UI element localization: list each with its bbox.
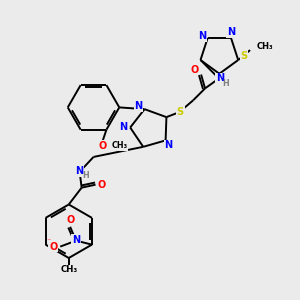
Text: N: N (72, 235, 80, 245)
Text: O: O (49, 242, 57, 252)
Text: N: N (119, 122, 127, 131)
Text: S: S (241, 51, 248, 61)
Text: ⁻: ⁻ (46, 236, 50, 245)
Text: N: N (134, 101, 143, 111)
Text: O: O (66, 215, 74, 225)
Text: H: H (82, 171, 89, 180)
Text: N: N (227, 27, 235, 37)
Text: CH₃: CH₃ (111, 141, 128, 150)
Text: O: O (98, 141, 106, 151)
Text: O: O (190, 64, 198, 75)
Text: S: S (177, 107, 184, 117)
Text: CH₃: CH₃ (257, 42, 274, 51)
Text: N: N (76, 166, 84, 176)
Text: N: N (198, 31, 206, 41)
Text: H: H (223, 79, 229, 88)
Text: O: O (97, 180, 106, 190)
Text: N: N (164, 140, 172, 150)
Text: CH₃: CH₃ (61, 266, 78, 274)
Text: N: N (216, 74, 224, 83)
